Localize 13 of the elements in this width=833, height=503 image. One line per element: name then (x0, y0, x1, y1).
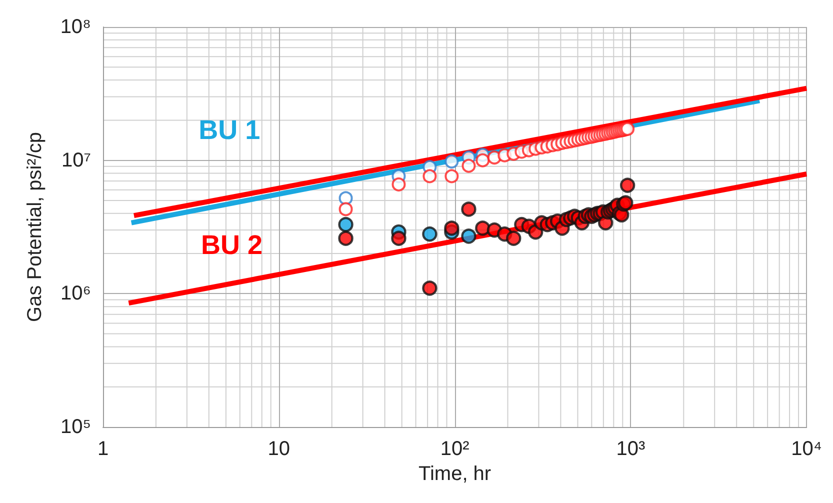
series-label: BU 2 (200, 230, 262, 260)
y-axis-title: Gas Potential, psi²/cp (24, 132, 46, 322)
y-tick-label: 10⁶ (60, 282, 91, 305)
series-label: BU 1 (198, 114, 260, 145)
y-tick-label: 10⁷ (62, 149, 91, 172)
x-tick-label: 10² (440, 438, 470, 460)
y-tick-label: 10⁸ (60, 16, 91, 38)
x-tick-label: 10⁴ (791, 438, 822, 460)
x-tick-label: 1 (97, 438, 109, 460)
y-tick-label: 10⁵ (60, 416, 91, 438)
x-tick-label: 10 (268, 438, 290, 460)
x-axis-title: Time, hr (418, 462, 492, 485)
x-tick-label: 10³ (616, 438, 646, 460)
